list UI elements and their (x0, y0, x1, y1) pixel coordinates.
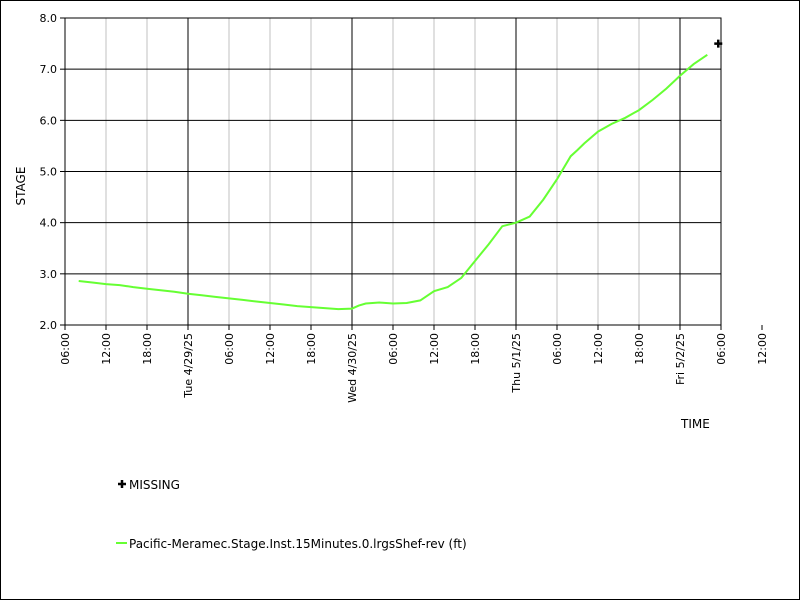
major-grid (65, 18, 721, 325)
x-axis-ticks: 06:00 12:00 18:00 Tue 4/29/25 06:00 12:00 18:0… (59, 325, 769, 403)
x-tick-label: 18:00 (305, 333, 318, 365)
x-tick-label: 12:00 (100, 333, 113, 365)
x-tick-label: 12:00 (428, 333, 441, 365)
x-tick-label: 06:00 (223, 333, 236, 365)
series-line (78, 53, 708, 311)
y-tick-label: 3.0 (40, 268, 58, 281)
x-tick-label: 12:00 (592, 333, 605, 365)
x-tick-label: Fri 5/2/25 (674, 333, 687, 385)
y-axis-ticks: 2.0 3.0 4.0 5.0 6.0 7.0 8.0 (40, 12, 65, 332)
missing-marker (714, 39, 723, 48)
legend: MISSING Pacific-Meramec.Stage.Inst.15Min… (116, 478, 467, 551)
y-tick-label: 5.0 (40, 166, 58, 179)
x-tick-label: Wed 4/30/25 (346, 333, 359, 403)
x-tick-label: 06:00 (387, 333, 400, 365)
y-axis-label: STAGE (14, 167, 28, 206)
x-tick-label: Tue 4/29/25 (182, 333, 195, 399)
legend-missing-label: MISSING (129, 478, 180, 492)
x-axis-label: TIME (680, 417, 710, 431)
y-tick-label: 4.0 (40, 217, 58, 230)
y-tick-label: 6.0 (40, 114, 58, 127)
missing-markers (714, 39, 723, 48)
x-tick-label: 18:00 (141, 333, 154, 365)
x-tick-label: 12:00 (264, 333, 277, 365)
y-tick-label: 7.0 (40, 63, 58, 76)
x-tick-label: 06:00 (715, 333, 728, 365)
x-tick-label: 06:00 (551, 333, 564, 365)
y-tick-label: 2.0 (40, 319, 58, 332)
x-tick-label: 18:00 (469, 333, 482, 365)
x-tick-label: 12:00 (756, 333, 769, 365)
legend-missing: MISSING (118, 478, 180, 492)
missing-marker-icon (118, 480, 126, 488)
legend-series-label: Pacific-Meramec.Stage.Inst.15Minutes.0.l… (129, 537, 467, 551)
x-tick-label: Thu 5/1/25 (510, 333, 523, 394)
legend-series: Pacific-Meramec.Stage.Inst.15Minutes.0.l… (116, 537, 467, 551)
x-tick-label: 18:00 (633, 333, 646, 365)
y-tick-label: 8.0 (40, 12, 58, 25)
x-tick-label: 06:00 (59, 333, 72, 365)
